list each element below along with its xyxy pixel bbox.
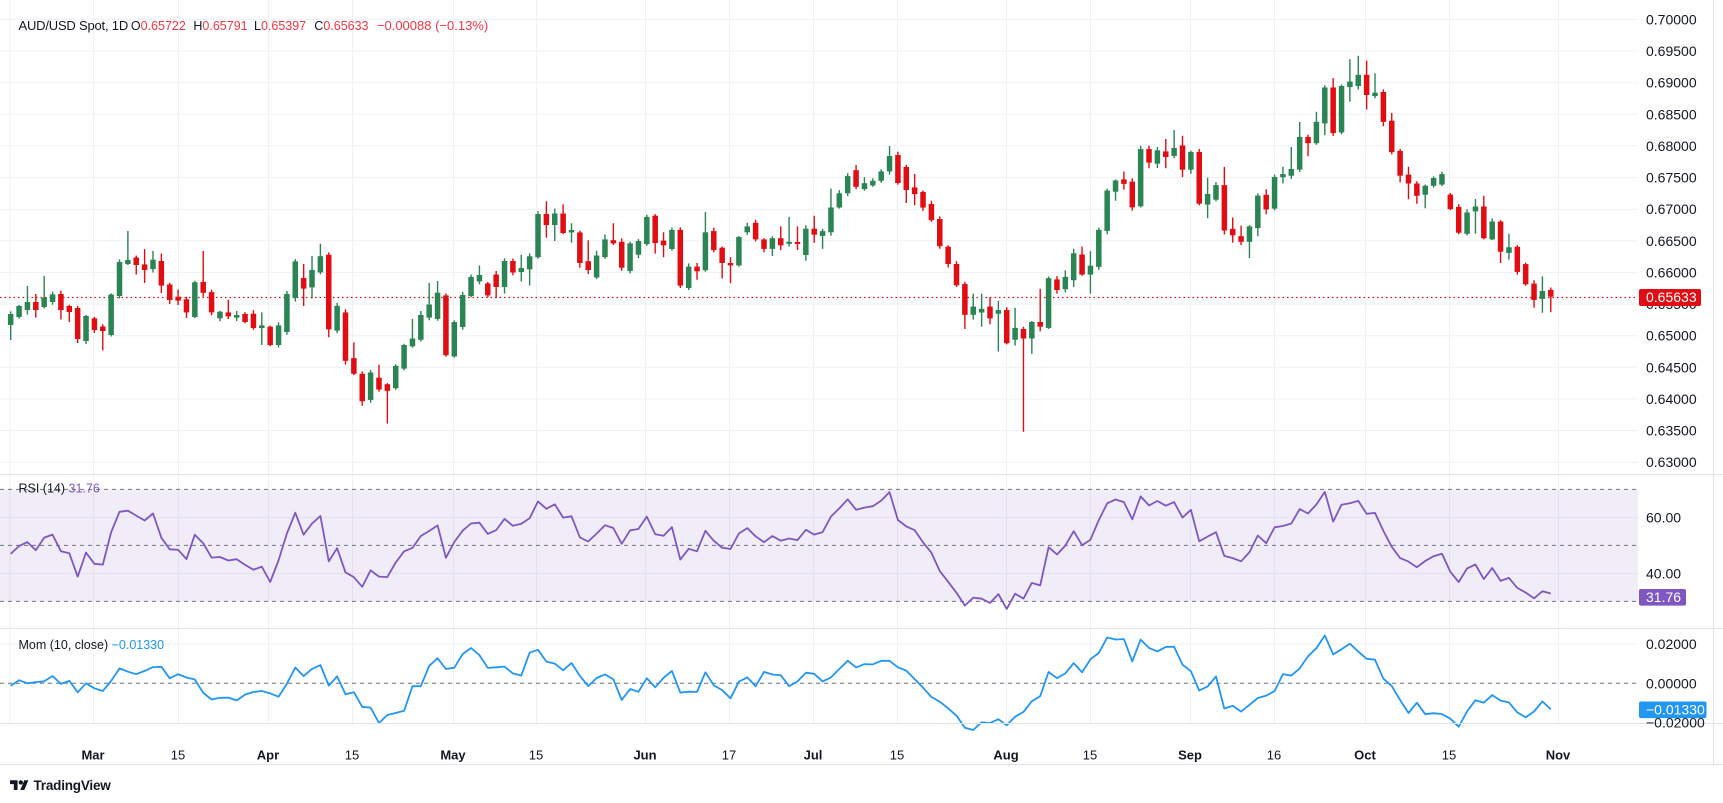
svg-text:Jul: Jul	[804, 748, 823, 763]
svg-text:0.02000: 0.02000	[1646, 636, 1697, 652]
svg-text:L0.65397: L0.65397	[254, 19, 306, 33]
svg-text:May: May	[440, 748, 466, 763]
svg-text:40.00: 40.00	[1646, 565, 1681, 581]
svg-text:0.65000: 0.65000	[1646, 328, 1697, 344]
svg-text:15: 15	[171, 748, 185, 763]
svg-text:−0.02000: −0.02000	[1646, 715, 1705, 731]
svg-text:17: 17	[722, 748, 736, 763]
svg-text:15: 15	[345, 748, 359, 763]
svg-text:Sep: Sep	[1178, 748, 1202, 763]
svg-text:0.67500: 0.67500	[1646, 170, 1697, 186]
svg-text:15: 15	[529, 748, 543, 763]
svg-text:0.66500: 0.66500	[1646, 233, 1697, 249]
svg-text:0.68000: 0.68000	[1646, 138, 1697, 154]
svg-text:Oct: Oct	[1354, 748, 1376, 763]
svg-text:0.64000: 0.64000	[1646, 391, 1697, 407]
svg-text:Aug: Aug	[993, 748, 1018, 763]
svg-text:0.69500: 0.69500	[1646, 43, 1697, 59]
svg-text:0.63500: 0.63500	[1646, 423, 1697, 439]
svg-text:Mom (10, close) −0.01330: Mom (10, close) −0.01330	[19, 638, 165, 652]
svg-text:Jun: Jun	[633, 748, 656, 763]
svg-text:16: 16	[1267, 748, 1281, 763]
svg-text:15: 15	[890, 748, 904, 763]
svg-text:0.66000: 0.66000	[1646, 264, 1697, 280]
svg-text:C0.65633: C0.65633	[314, 19, 368, 33]
svg-text:0.64500: 0.64500	[1646, 359, 1697, 375]
svg-text:31.76: 31.76	[1646, 589, 1681, 605]
svg-text:0.68500: 0.68500	[1646, 106, 1697, 122]
svg-text:0.63000: 0.63000	[1646, 454, 1697, 470]
svg-text:0.67000: 0.67000	[1646, 201, 1697, 217]
svg-text:−0.01330: −0.01330	[1646, 702, 1705, 718]
svg-text:O0.65722: O0.65722	[131, 19, 186, 33]
svg-text:0.69000: 0.69000	[1646, 75, 1697, 91]
svg-text:15: 15	[1083, 748, 1097, 763]
svg-text:0.00000: 0.00000	[1646, 675, 1697, 691]
svg-text:Nov: Nov	[1546, 748, 1571, 763]
svg-text:60.00: 60.00	[1646, 509, 1681, 525]
svg-text:15: 15	[1442, 748, 1456, 763]
svg-text:Apr: Apr	[257, 748, 279, 763]
svg-text:AUD/USD Spot, 1D: AUD/USD Spot, 1D	[19, 18, 129, 33]
svg-text:TradingView: TradingView	[34, 778, 112, 793]
svg-text:H0.65791: H0.65791	[193, 19, 247, 33]
svg-text:Mar: Mar	[81, 748, 104, 763]
svg-text:0.65633: 0.65633	[1646, 289, 1697, 305]
svg-text:RSI (14) 31.76: RSI (14) 31.76	[19, 482, 100, 496]
svg-text:−0.00088 (−0.13%): −0.00088 (−0.13%)	[377, 18, 488, 33]
svg-text:0.70000: 0.70000	[1646, 11, 1697, 27]
